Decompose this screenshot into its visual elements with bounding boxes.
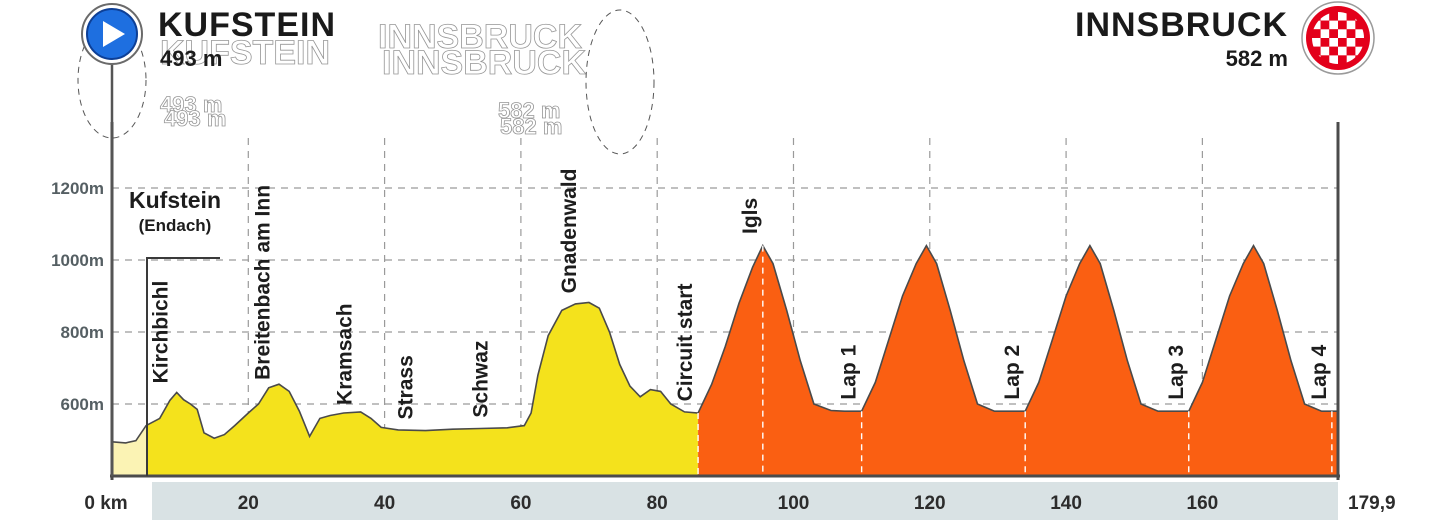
ghost-finish-alt-2: 582 m: [500, 114, 562, 139]
start-city-name: KUFSTEIN: [158, 6, 336, 44]
checker-square: [1312, 46, 1321, 56]
x-tick-label: 179,9: [1348, 493, 1396, 514]
checker-square: [1320, 12, 1330, 21]
x-tick-label: 120: [914, 493, 946, 514]
checker-square: [1338, 12, 1347, 21]
checker-square: [1312, 29, 1321, 38]
checker-square: [1346, 12, 1356, 21]
checker-square: [1355, 38, 1364, 47]
checker-square: [1329, 29, 1338, 38]
checker-square: [1346, 46, 1356, 56]
place-label: Lap 3: [1165, 345, 1188, 400]
y-tick-label: 600m: [61, 395, 104, 414]
place-label: Kirchbichl: [149, 281, 172, 384]
ghost-finish-ring: [585, 9, 655, 155]
checker-square: [1320, 29, 1330, 38]
x-tick-label: 140: [1050, 493, 1082, 514]
checkered-flag-icon: [1301, 1, 1375, 75]
place-label: Lap 4: [1308, 344, 1331, 399]
x-tick-label: 100: [778, 493, 810, 514]
place-label: Breitenbach am Inn: [252, 185, 275, 380]
ghost-start-alt: 493 m: [160, 92, 222, 117]
place-annotations: Kirchbichl Breitenbach am Inn Kramsach Stra…: [149, 169, 1331, 420]
checker-square: [1320, 20, 1330, 30]
x-tick-label: 40: [374, 493, 395, 514]
checker-square: [1312, 38, 1321, 47]
x-tick-label: 60: [510, 493, 531, 514]
place-label: Gnadenwald: [558, 169, 581, 294]
x-tick-label: 20: [238, 493, 259, 514]
checker-square: [1329, 20, 1338, 30]
checker-square: [1346, 29, 1356, 38]
ghost-finish-city: INNSBRUCK: [378, 18, 582, 56]
start-label-suburb: (Endach): [139, 216, 212, 235]
checker-square: [1338, 55, 1347, 64]
circuit-section-area: [698, 245, 1338, 476]
place-label: Lap 2: [1001, 345, 1024, 400]
place-label: Strass: [395, 355, 418, 419]
checker-square: [1329, 12, 1338, 21]
place-label: Lap 1: [838, 344, 861, 399]
checker-square: [1320, 55, 1330, 64]
profile-areas: [111, 243, 1338, 476]
checker-square: [1329, 55, 1338, 64]
x-tick-label: 0 km: [84, 493, 127, 514]
checker-square: [1338, 38, 1347, 47]
checker-square: [1355, 29, 1364, 38]
finish-altitude: 582 m: [1226, 46, 1288, 71]
start-label-town: Kufstein: [129, 187, 221, 213]
checker-square: [1312, 20, 1321, 30]
ghost-finish-city-2: INNSBRUCK: [382, 44, 586, 82]
y-tick-label: 1000m: [51, 251, 104, 270]
y-tick-label: 1200m: [51, 179, 104, 198]
checker-square: [1338, 20, 1347, 30]
x-tick-label: 80: [647, 493, 668, 514]
profile-line: [111, 243, 1338, 444]
place-label: Circuit start: [674, 284, 697, 402]
y-tick-label: 800m: [61, 323, 104, 342]
ghost-start-alt-2: 493 m: [164, 106, 226, 131]
checker-square: [1338, 46, 1347, 56]
x-axis-band: [152, 482, 1338, 520]
start-bracket-line: [146, 257, 220, 476]
x-tick-labels: 0 km 20 40 60 80 100 120 140 160 179,9: [84, 493, 1395, 514]
place-label: Kramsach: [333, 303, 356, 405]
checker-square: [1320, 46, 1330, 56]
checker-square: [1338, 29, 1347, 38]
start-altitude: 493 m: [160, 46, 222, 71]
checker-square: [1329, 46, 1338, 56]
checker-square: [1346, 38, 1356, 47]
y-tick-labels: 600m 800m 1000m 1200m: [51, 179, 104, 414]
checker-square: [1355, 46, 1364, 56]
checker-square: [1355, 20, 1364, 30]
play-icon: [81, 3, 143, 65]
approach-section-area: [146, 302, 699, 476]
finish-city-name: INNSBRUCK: [1075, 6, 1288, 44]
checker-square: [1320, 38, 1330, 47]
checker-square: [1329, 38, 1338, 47]
x-tick-label: 160: [1187, 493, 1219, 514]
place-label: Igls: [739, 198, 762, 234]
start-section-area: [112, 425, 147, 476]
ghost-overlay: KUFSTEIN 493 m 493 m INNSBRUCK INNSBRUCK…: [77, 9, 655, 155]
checker-square: [1346, 20, 1356, 30]
ghost-finish-alt: 582 m: [498, 98, 560, 123]
checker-square: [1346, 55, 1356, 64]
place-label: Schwaz: [470, 341, 493, 418]
ghost-start-city: KUFSTEIN: [160, 34, 330, 72]
